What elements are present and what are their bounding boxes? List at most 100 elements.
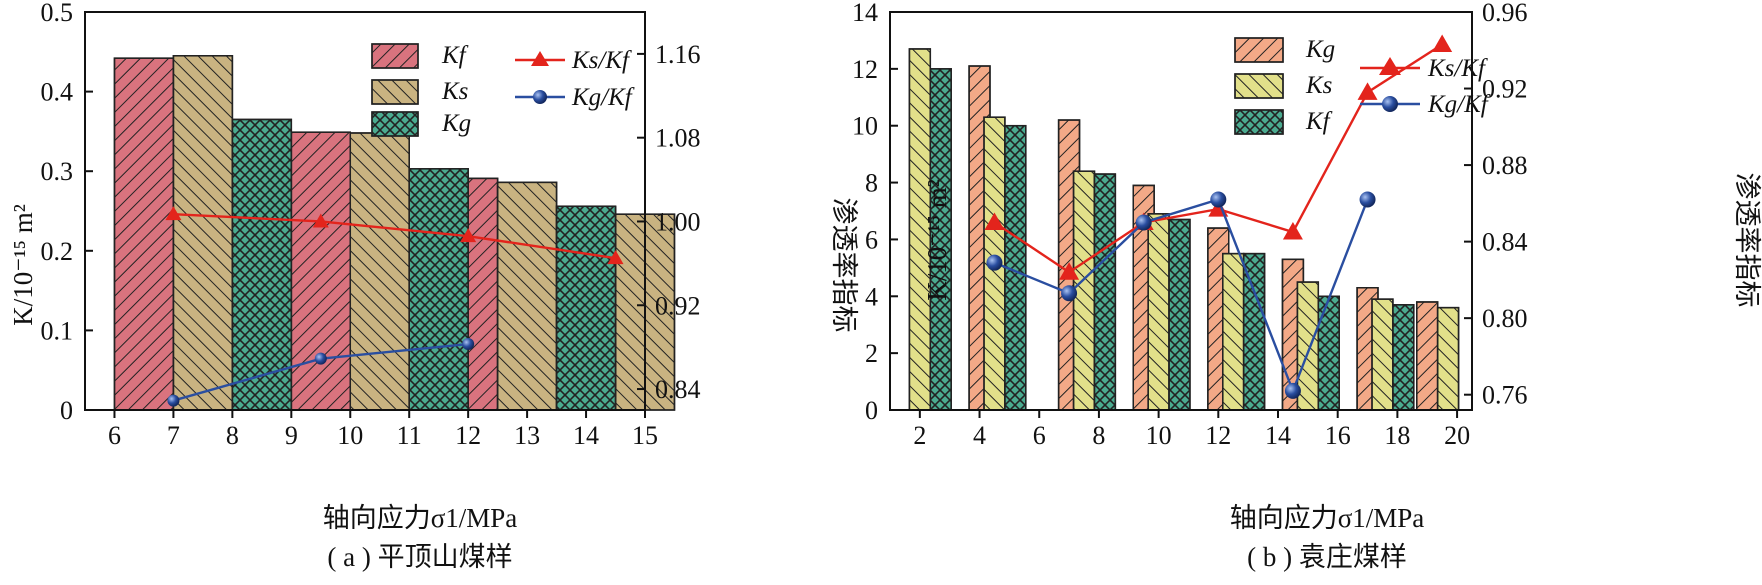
legend-swatch-kg-hatch bbox=[371, 111, 419, 137]
y2-tick-label: 0.84 bbox=[1482, 228, 1528, 257]
bar-hatch-kg bbox=[231, 118, 293, 411]
plot-frame bbox=[889, 11, 1473, 411]
legend-label-kf: Kf bbox=[1305, 108, 1333, 135]
point-ks-kf bbox=[1357, 82, 1378, 100]
legend-marker-triangle bbox=[531, 51, 549, 66]
point-ks-kf bbox=[607, 250, 624, 265]
bar-hatch-ks bbox=[496, 181, 558, 411]
y-tick-label: 0.1 bbox=[41, 316, 74, 345]
y2-tick-label: 0.84 bbox=[655, 375, 701, 404]
point-kg-kf bbox=[167, 394, 180, 407]
series-line-kg-kf bbox=[994, 198, 1369, 395]
legend-label-kg-kf: Kg/Kf bbox=[571, 84, 635, 111]
bar-hatch-kf bbox=[290, 131, 352, 411]
y2-tick-label: 0.92 bbox=[655, 291, 701, 320]
panel-a-x-axis-title: 轴向应力σ1/MPa bbox=[323, 503, 518, 533]
bar-hatch-kg bbox=[1416, 301, 1439, 411]
point-ks-kf bbox=[1432, 34, 1453, 53]
x-tick-label: 12 bbox=[1205, 421, 1231, 450]
bar-hatch-ks bbox=[1436, 306, 1460, 411]
y-tick-label: 4 bbox=[865, 282, 878, 311]
bar-hatch-kf bbox=[1093, 173, 1117, 411]
point-ks-kf bbox=[165, 206, 182, 221]
y-tick-label: 0.4 bbox=[41, 78, 74, 107]
bar-hatch-kf bbox=[113, 57, 175, 411]
panel-a: 6 7 8 9 10 11 12 13 14 15 0 0.1 0.2 0.3 0.4 0.5 0.84 0.92… bbox=[8, 0, 859, 572]
legend-marker-circle bbox=[1382, 96, 1398, 112]
panel-b-y2-axis-title: 渗透率指标 bbox=[1732, 173, 1762, 308]
legend-label-ks-kf: Ks/Kf bbox=[1427, 55, 1488, 82]
legend-swatch-kf-hatch bbox=[1234, 109, 1284, 135]
x-tick-label: 14 bbox=[1265, 421, 1291, 450]
legend-label-kf: Kf bbox=[441, 42, 469, 69]
legend-label-ks: Ks bbox=[441, 78, 468, 105]
legend-label-ks: Ks bbox=[1305, 72, 1332, 99]
point-ks-kf bbox=[1059, 262, 1080, 280]
panel-b-caption: ( b ) 袁庄煤样 bbox=[1247, 542, 1407, 572]
y2-tick-label: 1.08 bbox=[655, 124, 701, 153]
point-kg-kf bbox=[1359, 191, 1376, 208]
legend-label-kg: Kg bbox=[1305, 36, 1335, 63]
point-kg-kf bbox=[986, 254, 1003, 271]
x-tick-label: 16 bbox=[1325, 421, 1351, 450]
point-kg-kf bbox=[1284, 382, 1301, 399]
x-tick-label: 9 bbox=[285, 421, 298, 450]
x-tick-label: 11 bbox=[397, 421, 422, 450]
y2-tick-label: 0.96 bbox=[1482, 0, 1528, 27]
point-kg-kf bbox=[1135, 214, 1152, 231]
y-tick-label: 0 bbox=[60, 396, 73, 425]
y-tick-label: 6 bbox=[865, 225, 878, 254]
plot-frame bbox=[84, 11, 646, 411]
point-ks-kf bbox=[312, 213, 329, 228]
bar-hatch-ks bbox=[1371, 298, 1394, 411]
point-ks-kf bbox=[1282, 222, 1303, 240]
y-tick-label: 0.5 bbox=[41, 0, 74, 27]
x-tick-label: 10 bbox=[1146, 421, 1172, 450]
point-kg-kf bbox=[1061, 285, 1078, 302]
bar-hatch-kf bbox=[1392, 304, 1415, 411]
bar-hatch-ks bbox=[1072, 170, 1096, 411]
legend-swatch-ks-hatch bbox=[371, 79, 419, 105]
x-tick-label: 12 bbox=[455, 421, 481, 450]
panel-a-caption: ( a ) 平顶山煤样 bbox=[327, 542, 512, 572]
y2-tick-label: 1.16 bbox=[655, 40, 701, 69]
x-tick-label: 8 bbox=[226, 421, 239, 450]
y-tick-label: 0.2 bbox=[41, 237, 74, 266]
bar-hatch-kf bbox=[1242, 252, 1266, 411]
point-kg-kf bbox=[462, 338, 475, 351]
panel-a-y-axis-title: K/10⁻¹⁵ m² bbox=[8, 204, 38, 326]
legend-marker-circle bbox=[533, 90, 547, 104]
legend-label-ks-kf: Ks/Kf bbox=[571, 47, 632, 74]
bar-hatch-ks bbox=[172, 55, 234, 411]
legend-label-kg-kf: Kg/Kf bbox=[1427, 91, 1491, 118]
bar-hatch-kg bbox=[555, 205, 617, 411]
legend-label-kg: Kg bbox=[441, 110, 471, 137]
x-tick-label: 20 bbox=[1444, 421, 1470, 450]
panel-b-plot: 2 4 6 8 10 12 14 16 18 20 0 2 4 6 8 10 12 14 0.76 0.80 0.84 0… bbox=[852, 0, 1528, 450]
bar-hatch-kf bbox=[1168, 218, 1191, 411]
y2-tick-label: 0.92 bbox=[1482, 75, 1528, 104]
panel-b: 2 4 6 8 10 12 14 16 18 20 0 2 4 6 8 10 12 14 0.76 0.80 0.84 0… bbox=[852, 0, 1762, 572]
x-tick-label: 14 bbox=[573, 421, 599, 450]
y-tick-label: 8 bbox=[865, 169, 878, 198]
panel-a-legend: Kf Ks Kg Ks/Kf Kg/Kf bbox=[371, 42, 635, 137]
x-tick-label: 15 bbox=[632, 421, 658, 450]
panel-b-y-axis-title: K/10⁻¹⁵ m² bbox=[922, 179, 952, 301]
y2-tick-label: 1.00 bbox=[655, 207, 701, 236]
y-tick-label: 14 bbox=[852, 0, 878, 27]
y-tick-label: 12 bbox=[852, 55, 878, 84]
legend-swatch-ks-hatch bbox=[1234, 73, 1284, 99]
x-tick-label: 4 bbox=[973, 421, 986, 450]
point-ks-kf bbox=[460, 228, 477, 243]
panel-a-y2-axis-title: 渗透率指标 bbox=[829, 198, 859, 333]
y-tick-label: 2 bbox=[865, 339, 878, 368]
point-kg-kf bbox=[314, 352, 327, 365]
x-tick-label: 2 bbox=[913, 421, 926, 450]
x-tick-label: 10 bbox=[337, 421, 363, 450]
x-tick-label: 18 bbox=[1384, 421, 1410, 450]
legend-swatch-kf-hatch bbox=[371, 43, 419, 69]
x-tick-label: 13 bbox=[514, 421, 540, 450]
y2-tick-label: 0.88 bbox=[1482, 151, 1528, 180]
